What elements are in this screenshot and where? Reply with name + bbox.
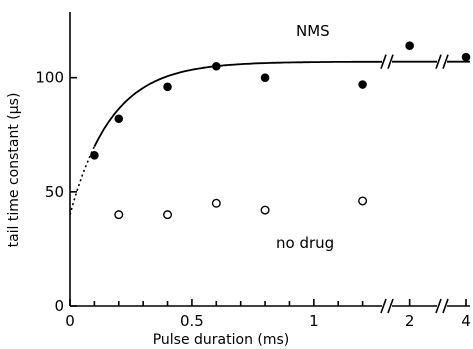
nms-point: [163, 82, 172, 92]
no-drug-point: [260, 205, 270, 215]
axis-break-mark: [387, 54, 394, 69]
nms-point: [260, 73, 270, 82]
data-points: [90, 41, 471, 220]
axis-break-gap: [382, 54, 392, 69]
nms-point: [461, 52, 471, 62]
y-tick-label: 50: [45, 183, 64, 201]
x-tick-label: 1: [309, 312, 319, 330]
plot-area: [69, 12, 470, 307]
y-axis-label: tail time constant (μs): [6, 93, 22, 248]
tick-labels: 0 50 100 0 0.5 1 2 4: [35, 69, 470, 330]
no-drug-point: [163, 210, 173, 220]
fit-curve-line: [93, 60, 385, 148]
nms-point: [405, 41, 414, 51]
x-axis-label: Pulse duration (ms): [153, 332, 290, 348]
x-tick-label: 0.5: [180, 312, 204, 330]
no-drug-point: [358, 196, 368, 206]
nms-point: [114, 114, 124, 124]
x-tick-label: 0: [65, 312, 75, 330]
x-tick-label: 4: [461, 312, 471, 330]
y-tick-label: 100: [35, 69, 64, 87]
series-labels: NMS no drug: [276, 22, 334, 252]
axis-break-mark: [387, 298, 394, 314]
fit-curve: [69, 60, 470, 215]
no-drug-point: [211, 198, 221, 208]
fit-curve-extrapolation: [69, 146, 96, 215]
axis-break-gap: [437, 54, 447, 69]
tick-marks: [69, 76, 467, 307]
no-drug-point: [114, 210, 124, 220]
axis-break-mark: [442, 54, 449, 69]
x-tick-label: 2: [405, 312, 415, 330]
nms-point: [358, 80, 367, 89]
series-label-nms: NMS: [296, 22, 330, 40]
axis-break-mark: [435, 298, 442, 314]
axis-break-mark: [380, 54, 387, 69]
y-tick-label: 0: [54, 297, 64, 315]
nms-point: [212, 61, 221, 71]
axis-break-mark: [435, 54, 442, 69]
axis-break-gap: [382, 299, 392, 313]
series-label-no-drug: no drug: [276, 234, 334, 252]
axis-break-gap: [437, 299, 447, 313]
nms-point: [90, 150, 99, 160]
axis-breaks: [380, 54, 449, 314]
axis-break-mark: [442, 298, 449, 314]
axis-break-mark: [380, 298, 387, 314]
